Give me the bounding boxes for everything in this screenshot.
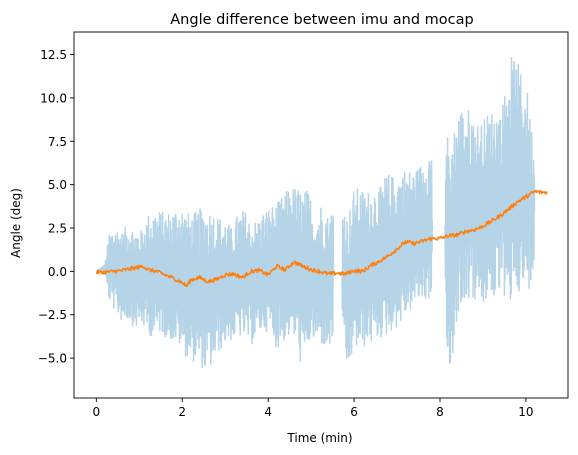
x-axis-label: Time (min) (286, 431, 352, 445)
y-tick-label: 2.5 (48, 222, 67, 236)
y-tick-label: 10.0 (40, 91, 67, 105)
chart-title: Angle difference between imu and mocap (170, 12, 473, 28)
y-tick-label: 5.0 (48, 178, 67, 192)
raw-signal-segment-1 (95, 188, 335, 369)
x-tick-label: 10 (518, 405, 533, 419)
axes-frame (73, 31, 569, 399)
y-axis-label: Angle (deg) (9, 188, 23, 258)
x-tick-label: 6 (350, 405, 358, 419)
y-tick-label: 12.5 (40, 48, 67, 62)
raw-signal-segment-2 (341, 160, 434, 359)
y-tick-label: −5.0 (38, 352, 67, 366)
x-tick-label: 8 (436, 405, 444, 419)
x-axis: 0 2 4 6 8 10 (93, 398, 534, 419)
smoothed-signal-line (95, 189, 548, 287)
raw-signal-segment-3 (444, 57, 536, 365)
y-tick-label: 7.5 (48, 135, 67, 149)
y-tick-label: −2.5 (38, 308, 67, 322)
x-tick-label: 4 (264, 405, 272, 419)
x-tick-label: 2 (178, 405, 186, 419)
y-tick-label: 0.0 (48, 265, 67, 279)
y-axis: −5.0 −2.5 0.0 2.5 5.0 7.5 10.0 12.5 (38, 48, 74, 366)
x-tick-label: 0 (93, 405, 101, 419)
plot-area (95, 57, 548, 369)
